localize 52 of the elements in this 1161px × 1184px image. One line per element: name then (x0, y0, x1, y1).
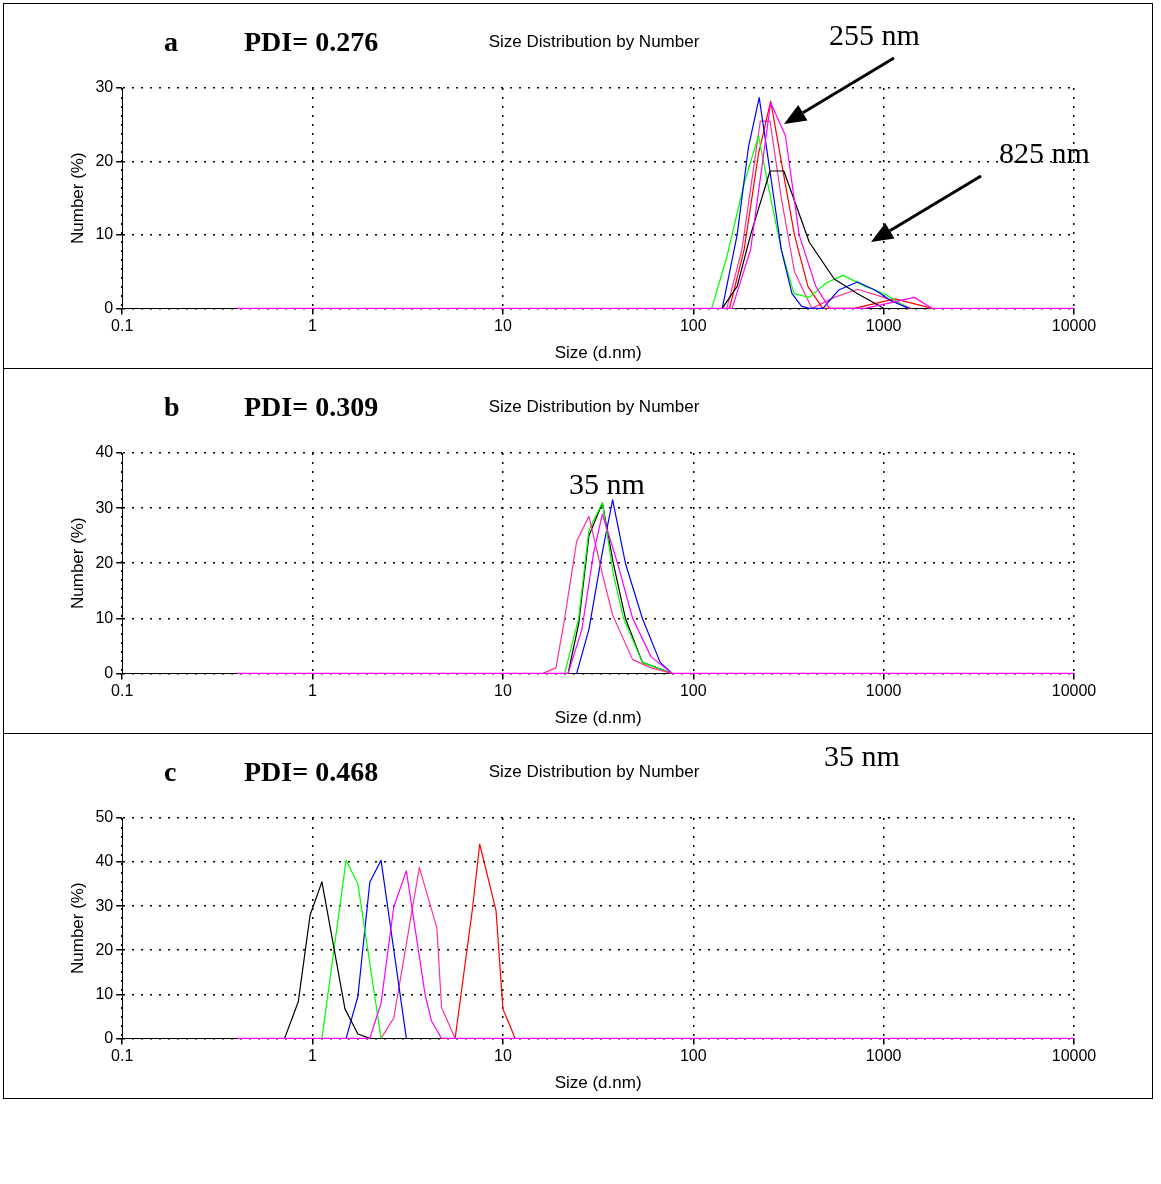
text: PDI= 0.468 (244, 756, 379, 788)
y-tick-label: 0 (104, 298, 114, 316)
x-tick-label: 10 (494, 1047, 512, 1065)
y-axis-title: Number (%) (67, 517, 87, 610)
y-tick-label: 20 (95, 553, 114, 571)
x-tick-label: 100 (679, 1047, 707, 1065)
x-tick-label: 1000 (865, 682, 902, 700)
x-tick-label: 10000 (1051, 317, 1097, 335)
x-tick-label: 10 (494, 317, 512, 335)
text: a (164, 26, 178, 58)
y-tick-label: 50 (95, 808, 114, 826)
text: 255 nm (829, 18, 920, 52)
y-tick-label: 20 (95, 940, 114, 958)
x-tick-label: 0.1 (111, 1047, 134, 1065)
y-tick-label: 10 (95, 225, 114, 243)
x-tick-label: 1 (308, 682, 318, 700)
y-tick-label: 10 (95, 608, 114, 626)
x-axis-title: Size (d.nm) (554, 343, 642, 363)
chart-title: Size Distribution by Number (488, 32, 700, 51)
text: 35 nm (824, 739, 900, 773)
x-tick-label: 10000 (1051, 682, 1097, 700)
y-tick-label: 30 (95, 78, 114, 96)
y-tick-label: 0 (104, 663, 114, 681)
y-axis-title: Number (%) (67, 882, 87, 975)
y-tick-label: 40 (95, 852, 114, 870)
annotation: 825 nm (999, 136, 1090, 170)
y-tick-label: 20 (95, 151, 114, 169)
chart-title: Size Distribution by Number (488, 762, 700, 781)
x-axis-title: Size (d.nm) (554, 1073, 642, 1093)
text: PDI= 0.276 (244, 26, 379, 58)
x-tick-label: 1 (308, 1047, 318, 1065)
x-tick-label: 10000 (1051, 1047, 1097, 1065)
text: c (164, 756, 177, 788)
text: b (164, 391, 180, 423)
x-tick-label: 0.1 (111, 317, 134, 335)
x-tick-label: 100 (679, 317, 707, 335)
y-tick-label: 40 (95, 443, 114, 461)
x-tick-label: 0.1 (111, 682, 134, 700)
chart-title: Size Distribution by Number (488, 397, 700, 416)
y-tick-label: 10 (95, 984, 114, 1002)
y-tick-label: 0 (104, 1028, 114, 1046)
annotation: 35 nm (569, 467, 645, 501)
y-tick-label: 30 (95, 896, 114, 914)
x-tick-label: 10 (494, 682, 512, 700)
y-tick-label: 30 (95, 498, 114, 516)
x-tick-label: 100 (679, 682, 707, 700)
x-axis-title: Size (d.nm) (554, 708, 642, 728)
x-tick-label: 1 (308, 317, 318, 335)
x-tick-label: 1000 (865, 1047, 902, 1065)
y-axis-title: Number (%) (67, 152, 87, 245)
x-tick-label: 1000 (865, 317, 902, 335)
text: PDI= 0.309 (244, 391, 379, 423)
